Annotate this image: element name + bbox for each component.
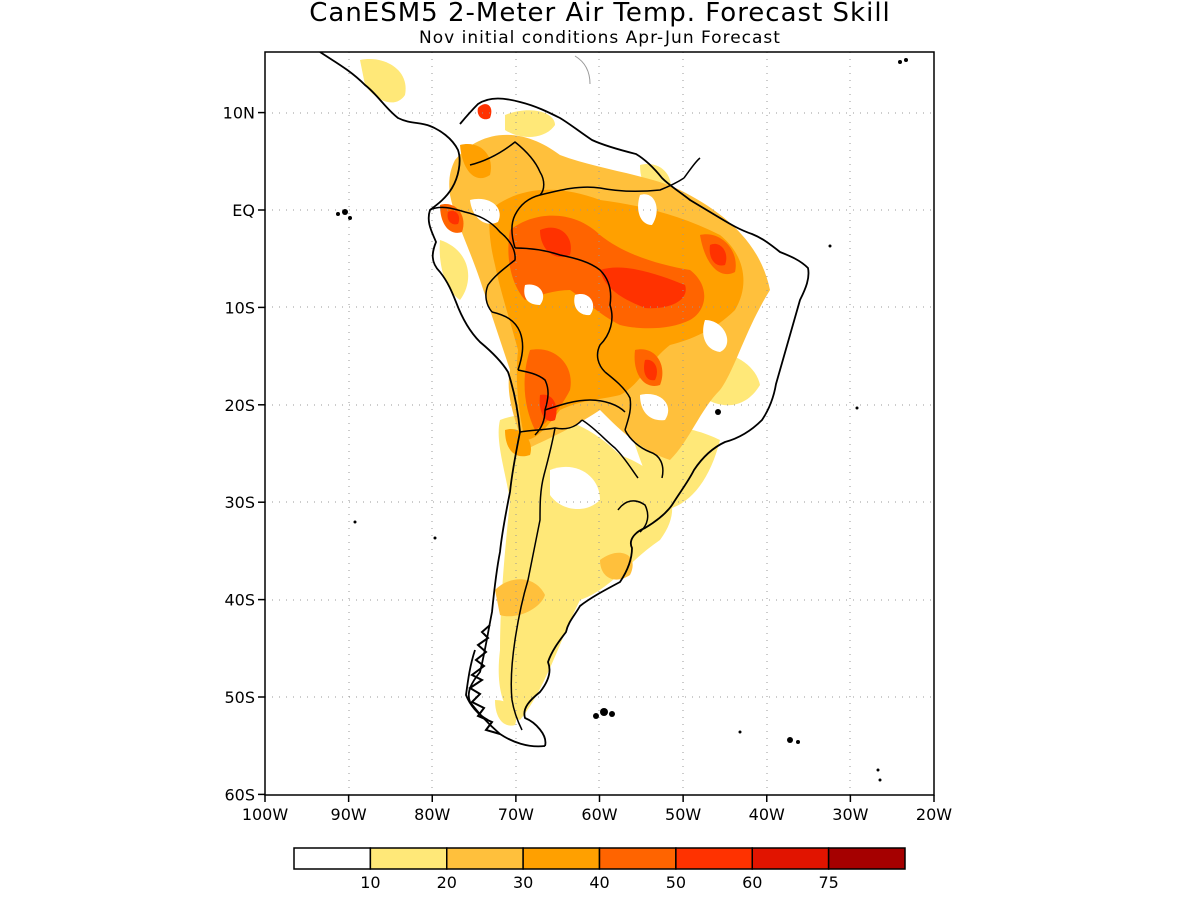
colorbar-label: 40 [589,873,609,892]
map-subtitle: Nov initial conditions Apr-Jun Forecast [419,28,781,48]
lon-tick-label: 30W [832,805,868,824]
lat-tick-label: 20S [224,396,255,415]
skill-shading [360,59,770,726]
map-plot-area [265,52,934,795]
lon-tick-label: 90W [331,805,367,824]
colorbar-label: 20 [437,873,457,892]
lon-tick-label: 60W [581,805,617,824]
country-borders [429,141,701,731]
skill-band-below-10 [470,194,728,510]
lat-tick-label: 60S [224,785,255,804]
lon-tick-label: 100W [242,805,289,824]
colorbar-swatch [827,847,906,870]
colorbar-swatch [446,847,524,870]
colorbar-label: 60 [742,873,762,892]
colorbar-swatch [751,847,830,870]
latitude-axis: 10N EQ 10S 20S 30S 40S 50S 60S [223,104,265,804]
colorbar-swatch [369,847,448,870]
lat-tick-label: 10S [224,298,255,317]
grid-lines [265,52,934,795]
lon-tick-label: 50W [665,805,701,824]
colorbar-label: 30 [513,873,533,892]
lat-tick-label: 50S [224,688,255,707]
chilean-fjords [468,624,501,735]
colorbar: 10 20 30 40 50 60 75 [293,847,906,892]
colorbar-label: 75 [818,873,838,892]
lon-tick-label: 80W [414,805,450,824]
colorbar-swatch [293,847,372,870]
colorbar-swatch [598,847,677,870]
lat-tick-label: EQ [232,201,255,220]
colorbar-swatch [675,847,753,870]
lat-tick-label: 30S [224,493,255,512]
lon-tick-label: 20W [916,805,952,824]
longitude-axis: 100W 90W 80W 70W 60W 50W 40W 30W 20W [242,795,952,824]
colorbar-swatch [522,847,601,870]
lon-tick-label: 40W [749,805,785,824]
lat-tick-label: 40S [224,591,255,610]
lon-tick-label: 70W [498,805,534,824]
lat-tick-label: 10N [223,104,255,123]
islands [336,58,908,782]
colorbar-label: 10 [360,873,380,892]
skill-band-50-60 [447,104,727,422]
colorbar-label: 50 [666,873,686,892]
map-title: CanESM5 2-Meter Air Temp. Forecast Skill [309,0,891,28]
